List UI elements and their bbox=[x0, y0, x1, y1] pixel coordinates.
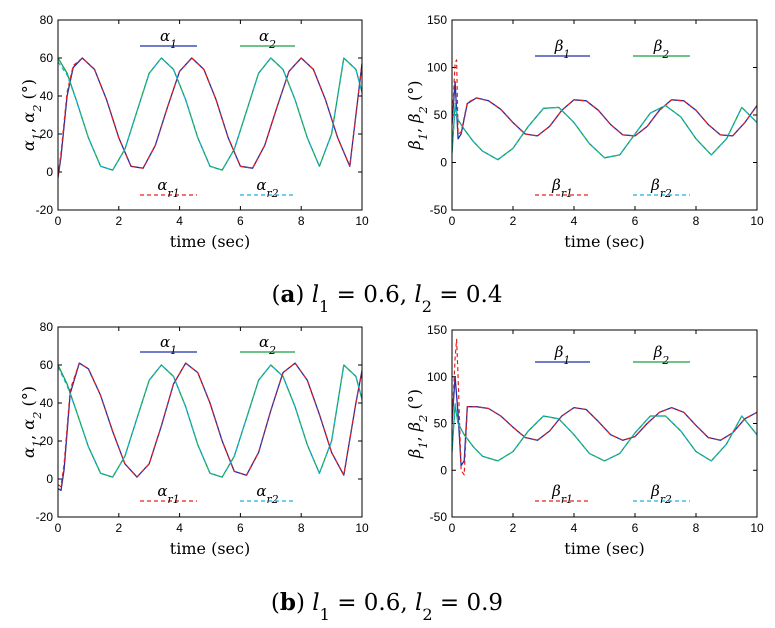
legend-label-1: β2 bbox=[653, 343, 670, 367]
y-tick-label: -50 bbox=[430, 203, 448, 217]
legend-label-0: α1 bbox=[160, 333, 177, 357]
plot-frame bbox=[451, 329, 758, 518]
x-tick-label: 10 bbox=[750, 521, 764, 535]
x-tick-label: 10 bbox=[355, 214, 369, 228]
y-tick-label: 100 bbox=[427, 61, 447, 75]
series-line-0 bbox=[452, 81, 757, 140]
y-tick-label: 20 bbox=[40, 434, 54, 448]
y-tick-label: 0 bbox=[440, 156, 447, 170]
series-line-3 bbox=[452, 402, 757, 462]
y-tick-label: 0 bbox=[46, 472, 53, 486]
legend-label-2: βr1 bbox=[551, 176, 573, 200]
series-line-0 bbox=[58, 362, 362, 492]
legend-label-0: α1 bbox=[160, 27, 177, 51]
series-line-2 bbox=[452, 338, 757, 476]
caption-b: (b) l1 = 0.6, l2 = 0.9 bbox=[271, 589, 503, 624]
x-tick-label: 0 bbox=[55, 521, 62, 535]
x-tick-label: 2 bbox=[115, 521, 122, 535]
x-tick-label: 4 bbox=[176, 214, 183, 228]
y-tick-label: 50 bbox=[434, 417, 448, 431]
y-tick-label: 80 bbox=[40, 320, 54, 334]
x-tick-label: 4 bbox=[571, 214, 578, 228]
x-tick-label: 0 bbox=[449, 521, 456, 535]
x-axis-label: time (sec) bbox=[170, 232, 250, 251]
y-axis-label: α1, α2 (°) bbox=[19, 79, 44, 151]
x-tick-label: 2 bbox=[510, 521, 517, 535]
y-tick-label: 0 bbox=[440, 463, 447, 477]
series-line-1 bbox=[452, 404, 757, 462]
x-tick-label: 6 bbox=[237, 521, 244, 535]
series-line-3 bbox=[452, 102, 757, 161]
legend-label-1: α2 bbox=[259, 333, 276, 357]
y-tick-label: -20 bbox=[36, 510, 54, 524]
y-tick-label: -20 bbox=[36, 203, 54, 217]
x-tick-label: 10 bbox=[355, 521, 369, 535]
series-line-0 bbox=[452, 376, 757, 467]
series-line-2 bbox=[452, 59, 757, 137]
x-axis-label: time (sec) bbox=[564, 539, 644, 558]
legend-label-1: α2 bbox=[259, 27, 276, 51]
legend-label-2: βr1 bbox=[551, 482, 573, 506]
x-tick-label: 8 bbox=[298, 214, 305, 228]
plot-frame bbox=[57, 19, 363, 211]
x-tick-label: 2 bbox=[115, 214, 122, 228]
x-axis-label: time (sec) bbox=[170, 539, 250, 558]
plot-frame bbox=[451, 19, 758, 211]
series-line-1 bbox=[58, 364, 362, 478]
y-axis-label: β1, β2 (°) bbox=[405, 81, 430, 151]
y-tick-label: 40 bbox=[40, 89, 54, 103]
y-tick-label: 60 bbox=[40, 358, 54, 372]
legend-label-3: αr2 bbox=[256, 482, 278, 506]
y-axis-label: α1, α2 (°) bbox=[19, 386, 44, 458]
legend-label-1: β2 bbox=[653, 37, 670, 61]
caption-a: (a) l1 = 0.6, l2 = 0.4 bbox=[272, 281, 503, 316]
y-tick-label: 20 bbox=[40, 127, 54, 141]
y-tick-label: 150 bbox=[427, 323, 447, 337]
series-line-3 bbox=[58, 57, 362, 171]
y-tick-label: 150 bbox=[427, 13, 447, 27]
x-tick-label: 8 bbox=[298, 521, 305, 535]
x-tick-label: 6 bbox=[632, 214, 639, 228]
x-tick-label: 8 bbox=[693, 214, 700, 228]
legend-label-2: αr1 bbox=[157, 482, 179, 506]
x-tick-label: 0 bbox=[449, 214, 456, 228]
x-tick-label: 6 bbox=[237, 214, 244, 228]
legend-label-3: βr2 bbox=[650, 176, 672, 200]
x-tick-label: 4 bbox=[571, 521, 578, 535]
y-tick-label: 50 bbox=[434, 108, 448, 122]
series-line-2 bbox=[58, 57, 362, 176]
x-tick-label: 6 bbox=[632, 521, 639, 535]
y-tick-label: 40 bbox=[40, 396, 54, 410]
series-line-2 bbox=[58, 362, 362, 488]
legend-label-3: αr2 bbox=[256, 176, 278, 200]
series-line-3 bbox=[58, 364, 362, 478]
series-line-1 bbox=[452, 104, 757, 161]
x-tick-label: 2 bbox=[510, 214, 517, 228]
legend-label-3: βr2 bbox=[650, 482, 672, 506]
plot-frame bbox=[57, 326, 363, 518]
legend-label-0: β1 bbox=[554, 37, 571, 61]
x-tick-label: 0 bbox=[55, 214, 62, 228]
y-tick-label: 0 bbox=[46, 165, 53, 179]
x-tick-label: 8 bbox=[693, 521, 700, 535]
legend-label-2: αr1 bbox=[157, 176, 179, 200]
x-tick-label: 4 bbox=[176, 521, 183, 535]
series-line-1 bbox=[58, 57, 362, 171]
y-tick-label: 80 bbox=[40, 13, 54, 27]
y-tick-label: 60 bbox=[40, 51, 54, 65]
y-tick-label: -50 bbox=[430, 510, 448, 524]
legend-label-0: β1 bbox=[554, 343, 571, 367]
y-tick-label: 100 bbox=[427, 370, 447, 384]
x-tick-label: 10 bbox=[750, 214, 764, 228]
y-axis-label: β1, β2 (°) bbox=[405, 389, 430, 459]
x-axis-label: time (sec) bbox=[564, 232, 644, 251]
